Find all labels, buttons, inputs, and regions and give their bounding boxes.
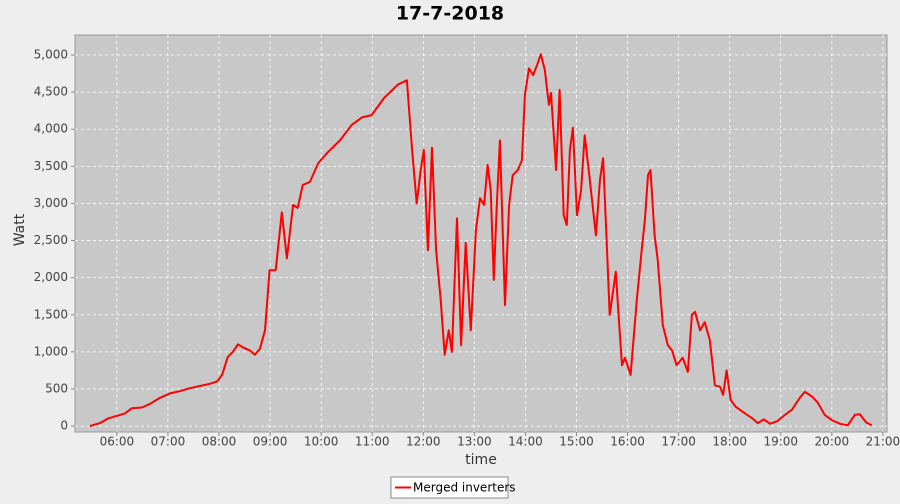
legend-label: Merged inverters	[413, 481, 516, 495]
x-tick-label: 19:00	[763, 435, 798, 449]
y-axis-label: Watt	[12, 213, 28, 246]
plot-area	[74, 34, 888, 433]
x-tick-label: 18:00	[712, 435, 747, 449]
x-tick-label: 14:00	[508, 435, 543, 449]
data-line	[89, 53, 873, 428]
y-tick-label: 2,000	[34, 270, 68, 284]
x-axis-label: time	[465, 452, 497, 468]
x-tick-label: 13:00	[457, 435, 492, 449]
y-tick-label: 5,000	[34, 48, 68, 62]
y-tick-label: 1,000	[34, 344, 68, 358]
x-tick-label: 12:00	[406, 435, 441, 449]
y-tick-label: 0	[60, 419, 68, 433]
x-tick-label: 11:00	[355, 435, 390, 449]
y-tick-label: 500	[45, 381, 68, 395]
y-tick-label: 3,000	[34, 196, 68, 210]
x-tick-label: 16:00	[610, 435, 645, 449]
y-tick-label: 4,500	[34, 85, 68, 99]
y-tick-label: 3,500	[34, 159, 68, 173]
chart-title: 17-7-2018	[396, 3, 504, 25]
y-tick-label: 2,500	[34, 233, 68, 247]
x-tick-label: 06:00	[100, 435, 135, 449]
y-tick-label: 1,500	[34, 307, 68, 321]
x-tick-label: 21:00	[866, 435, 900, 449]
x-tick-label: 15:00	[559, 435, 594, 449]
y-tick-label: 4,000	[34, 122, 68, 136]
legend-box	[390, 476, 509, 499]
x-tick-label: 09:00	[253, 435, 288, 449]
x-tick-label: 17:00	[661, 435, 696, 449]
x-tick-label: 08:00	[202, 435, 237, 449]
x-tick-label: 10:00	[304, 435, 339, 449]
x-tick-label: 20:00	[815, 435, 850, 449]
x-tick-label: 07:00	[151, 435, 186, 449]
